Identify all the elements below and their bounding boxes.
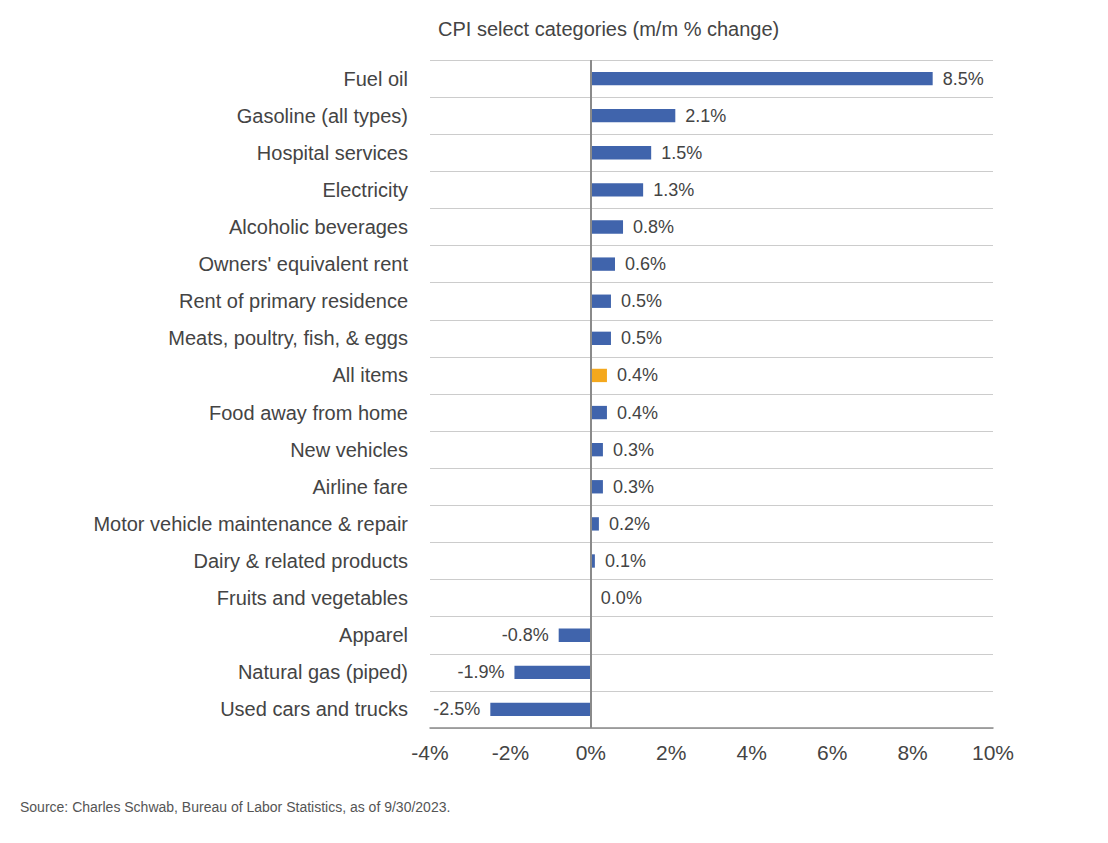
svg-text:Used cars and trucks: Used cars and trucks xyxy=(220,698,408,720)
svg-text:0.5%: 0.5% xyxy=(621,291,662,311)
svg-text:-2.5%: -2.5% xyxy=(433,699,480,719)
svg-text:Airline fare: Airline fare xyxy=(312,476,408,498)
svg-text:0.5%: 0.5% xyxy=(621,328,662,348)
svg-text:8%: 8% xyxy=(897,741,927,764)
svg-text:Meats, poultry, fish, & eggs: Meats, poultry, fish, & eggs xyxy=(168,327,408,349)
svg-text:0.6%: 0.6% xyxy=(625,254,666,274)
svg-text:0.1%: 0.1% xyxy=(605,551,646,571)
svg-text:0.8%: 0.8% xyxy=(633,217,674,237)
svg-text:-0.8%: -0.8% xyxy=(502,625,549,645)
svg-text:CPI select categories (m/m % c: CPI select categories (m/m % change) xyxy=(438,18,779,40)
svg-text:Source: Charles Schwab, Bureau: Source: Charles Schwab, Bureau of Labor … xyxy=(20,799,450,815)
svg-text:2.1%: 2.1% xyxy=(685,106,726,126)
svg-text:0.3%: 0.3% xyxy=(613,440,654,460)
svg-text:6%: 6% xyxy=(817,741,847,764)
svg-text:Hospital services: Hospital services xyxy=(257,142,408,164)
svg-text:1.5%: 1.5% xyxy=(661,143,702,163)
svg-text:10%: 10% xyxy=(972,741,1014,764)
svg-text:Fruits and vegetables: Fruits and vegetables xyxy=(217,587,408,609)
svg-text:-4%: -4% xyxy=(411,741,448,764)
svg-text:Natural gas (piped): Natural gas (piped) xyxy=(238,661,408,683)
svg-text:Gasoline (all types): Gasoline (all types) xyxy=(237,105,408,127)
svg-text:Electricity: Electricity xyxy=(322,179,408,201)
svg-text:Alcoholic beverages: Alcoholic beverages xyxy=(229,216,408,238)
svg-text:Apparel: Apparel xyxy=(339,624,408,646)
svg-text:0.4%: 0.4% xyxy=(617,365,658,385)
svg-text:4%: 4% xyxy=(737,741,767,764)
svg-text:0.2%: 0.2% xyxy=(609,514,650,534)
svg-text:0.3%: 0.3% xyxy=(613,477,654,497)
svg-text:-1.9%: -1.9% xyxy=(457,662,504,682)
svg-text:8.5%: 8.5% xyxy=(943,69,984,89)
svg-text:New vehicles: New vehicles xyxy=(290,439,408,461)
svg-text:All items: All items xyxy=(332,364,408,386)
svg-text:Food away from home: Food away from home xyxy=(209,402,408,424)
svg-text:Fuel oil: Fuel oil xyxy=(344,68,408,90)
svg-text:1.3%: 1.3% xyxy=(653,180,694,200)
svg-text:Motor vehicle maintenance & re: Motor vehicle maintenance & repair xyxy=(93,513,408,535)
svg-text:-2%: -2% xyxy=(492,741,529,764)
svg-text:Dairy & related products: Dairy & related products xyxy=(193,550,408,572)
svg-text:Rent of primary residence: Rent of primary residence xyxy=(179,290,408,312)
svg-text:2%: 2% xyxy=(656,741,686,764)
svg-text:Owners' equivalent rent: Owners' equivalent rent xyxy=(199,253,409,275)
svg-text:0%: 0% xyxy=(576,741,606,764)
svg-text:0.4%: 0.4% xyxy=(617,403,658,423)
svg-text:0.0%: 0.0% xyxy=(601,588,642,608)
